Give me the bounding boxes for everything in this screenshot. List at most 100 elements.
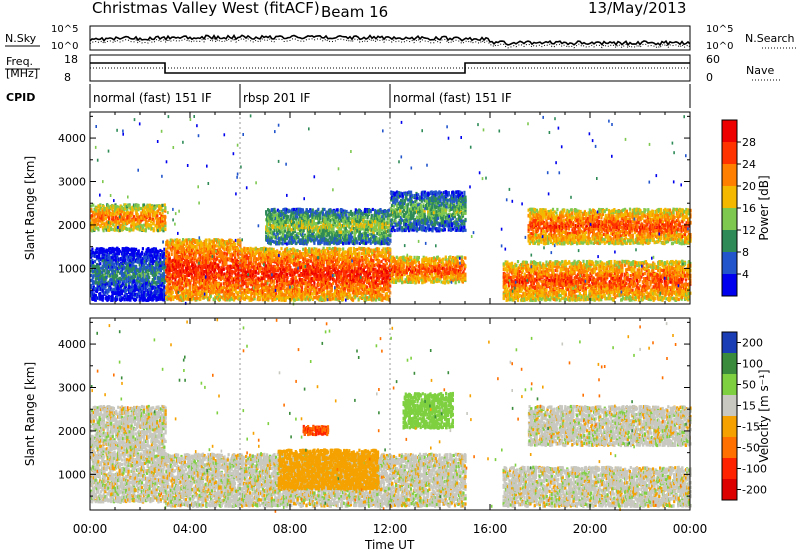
power-echo [135, 271, 138, 275]
power-echo [150, 290, 153, 294]
power-echo [143, 275, 146, 279]
power-echo [92, 285, 95, 289]
power-echo [237, 290, 240, 294]
power-echo [142, 227, 145, 231]
power-echo [101, 220, 104, 224]
power-echo [131, 211, 134, 216]
power-echo [130, 289, 133, 293]
power-echo [150, 250, 153, 254]
power-echo [156, 215, 159, 219]
power-echo [125, 298, 128, 302]
power-echo [258, 263, 262, 267]
power-echo [137, 224, 140, 229]
power-echo [111, 293, 114, 297]
power-echo [123, 250, 126, 254]
power-echo [119, 263, 122, 267]
power-echo [91, 267, 94, 271]
freq-tick-low: 8 [64, 71, 71, 84]
power-echo [182, 289, 186, 293]
power-echo [91, 221, 94, 226]
power-echo [157, 256, 160, 260]
power-echo [133, 292, 136, 296]
power-echo [132, 217, 136, 221]
power-echo [99, 223, 102, 227]
power-echo [119, 298, 122, 302]
power-echo [133, 253, 136, 257]
power-echo [223, 291, 226, 295]
power-echo [195, 291, 198, 296]
freq-label-line1: Freq. [6, 55, 33, 68]
power-echo [125, 276, 128, 281]
power-echo [116, 294, 119, 299]
power-echo [123, 294, 126, 298]
power-echo [95, 223, 98, 227]
power-echo [143, 252, 146, 256]
power-echo [144, 227, 147, 231]
power-echo [150, 227, 154, 231]
power-echo [95, 247, 98, 251]
power-echo [153, 276, 157, 280]
power-echo [125, 283, 128, 287]
power-echo [111, 246, 114, 250]
power-echo [108, 220, 111, 224]
power-echo [94, 254, 97, 258]
power-echo [276, 294, 279, 299]
power-echo [147, 247, 150, 251]
power-echo [124, 220, 127, 224]
power-echo [148, 288, 151, 292]
power-echo [126, 205, 129, 209]
power-echo [129, 253, 132, 257]
power-echo [205, 292, 208, 296]
power-echo [123, 213, 126, 217]
power-echo [101, 286, 104, 290]
power-echo [103, 291, 106, 295]
power-echo [107, 204, 110, 208]
power-echo [148, 216, 152, 221]
power-echo [123, 211, 126, 215]
power-echo [143, 283, 146, 287]
power-echo [215, 275, 218, 279]
power-echo [115, 223, 118, 227]
power-echo [114, 284, 117, 288]
power-echo [111, 217, 114, 221]
power-echo [272, 247, 275, 251]
power-echo [154, 216, 157, 220]
noise-tick-low-left: 10^0 [51, 41, 78, 52]
power-echo [139, 296, 142, 300]
power-echo [106, 251, 109, 255]
power-echo [142, 228, 146, 232]
power-echo [148, 280, 151, 284]
power-echo [161, 214, 164, 219]
power-echo [112, 287, 115, 291]
power-echo [207, 250, 210, 254]
power-echo [149, 297, 152, 301]
nsky-trace [89, 33, 691, 47]
power-echo [125, 265, 128, 269]
power-echo [111, 253, 114, 257]
power-echo [141, 298, 144, 302]
power-echo [126, 227, 129, 231]
power-echo [270, 280, 273, 284]
power-echo [128, 248, 132, 252]
power-echo [116, 292, 119, 296]
power-echo [150, 266, 153, 270]
power-echo [196, 239, 199, 243]
power-echo [105, 249, 108, 253]
power-echo [130, 224, 133, 229]
power-echo [292, 276, 295, 280]
power-echo [92, 297, 95, 301]
power-echo [91, 247, 94, 251]
power-echo [132, 203, 136, 207]
power-echo [139, 255, 142, 259]
power-echo [90, 283, 93, 288]
power-echo [270, 249, 273, 254]
power-echo [149, 248, 152, 252]
power-echo [113, 228, 116, 232]
power-echo [147, 298, 150, 302]
power-echo [112, 228, 115, 232]
power-echo [152, 209, 155, 213]
station-title: Christmas Valley West (fitACF) [92, 0, 320, 17]
power-echo [234, 268, 237, 272]
power-echo [119, 270, 122, 274]
power-echo [96, 222, 99, 226]
